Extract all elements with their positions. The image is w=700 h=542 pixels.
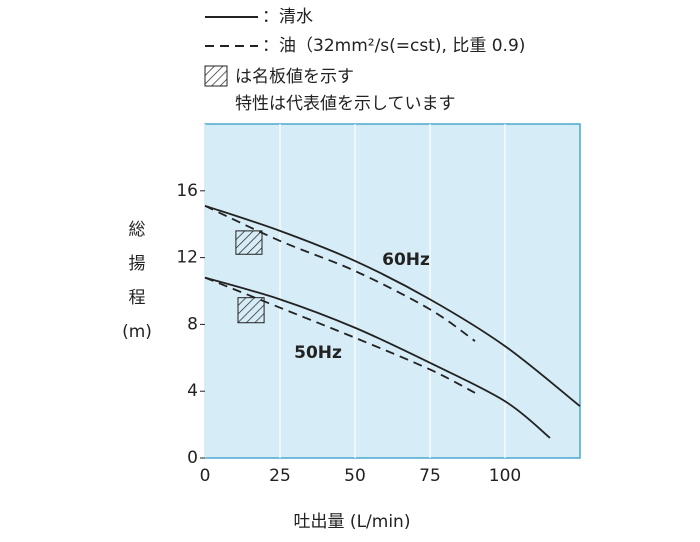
legend-label: ：油（32mm²/s(=cst), 比重 0.9) bbox=[262, 36, 525, 56]
x-axis-label: 吐出量 (L/min) bbox=[294, 512, 411, 532]
curve-water bbox=[204, 276, 551, 439]
y-tick-label: 8 bbox=[187, 314, 198, 334]
series-label: 50Hz bbox=[294, 343, 342, 363]
y-tick-label: 12 bbox=[176, 248, 198, 268]
y-tick-label: 0 bbox=[187, 448, 198, 468]
rated-region bbox=[235, 230, 263, 255]
x-tick-label: 100 bbox=[489, 466, 521, 486]
x-tick-label: 25 bbox=[269, 466, 291, 486]
y-axis-label: 揚 bbox=[129, 254, 146, 274]
plot-area bbox=[204, 123, 581, 459]
hatch-legend-icon bbox=[204, 65, 228, 87]
rated-region bbox=[237, 297, 265, 324]
y-axis-label: (m) bbox=[122, 322, 152, 342]
x-tick-label: 75 bbox=[419, 466, 441, 486]
legend-label: ：清水 bbox=[262, 7, 313, 27]
x-tick-label: 50 bbox=[344, 466, 366, 486]
y-axis-label: 総 bbox=[129, 220, 146, 240]
y-axis-label: 程 bbox=[129, 288, 146, 308]
y-tick-label: 16 bbox=[176, 181, 198, 201]
curve-oil bbox=[204, 205, 476, 342]
note: 特性は代表値を示しています bbox=[235, 94, 456, 114]
curve-water bbox=[204, 204, 581, 407]
curve-oil bbox=[204, 276, 476, 394]
y-tick-label: 4 bbox=[187, 381, 198, 401]
x-tick-label: 0 bbox=[200, 466, 211, 486]
series-label: 60Hz bbox=[382, 250, 430, 270]
note: は名板値を示す bbox=[235, 67, 354, 87]
